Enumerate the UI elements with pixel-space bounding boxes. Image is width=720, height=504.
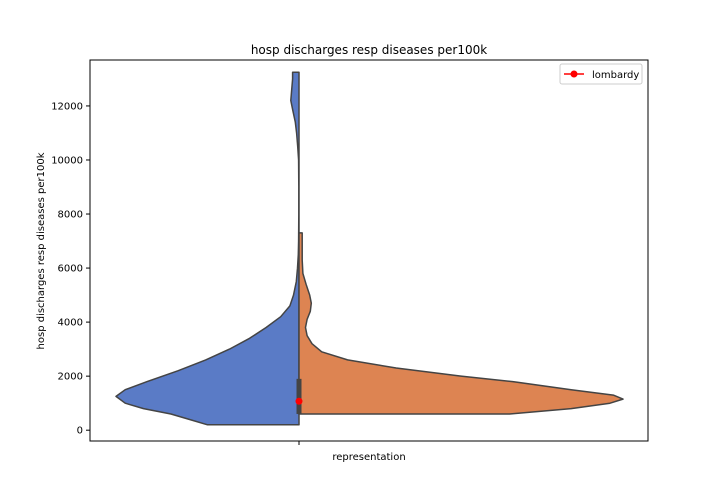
legend-frame — [559, 63, 643, 85]
y-tick-label: 12000 — [51, 101, 83, 112]
chart-title: hosp discharges resp diseases per100k — [251, 43, 487, 57]
y-tick-label: 0 — [77, 426, 83, 437]
legend: lombardy — [559, 63, 643, 85]
y-tick-label: 10000 — [51, 155, 83, 166]
plot-area: 0 2000 4000 6000 8000 10000 12000 — [51, 59, 649, 445]
x-axis-label: representation — [332, 452, 405, 463]
y-tick-label: 4000 — [58, 318, 83, 329]
y-tick-label: 6000 — [58, 264, 83, 275]
y-tick-label: 8000 — [58, 210, 83, 221]
legend-marker — [570, 70, 578, 78]
axes-frame — [89, 59, 649, 442]
lombardy-marker — [295, 397, 303, 405]
violin-right — [298, 232, 624, 415]
inner-box — [296, 378, 302, 414]
y-axis-label: hosp discharges resp diseases per100k — [36, 152, 47, 349]
y-tick-label: 2000 — [58, 372, 83, 383]
legend-label: lombardy — [592, 70, 639, 81]
violin-left — [115, 71, 300, 426]
